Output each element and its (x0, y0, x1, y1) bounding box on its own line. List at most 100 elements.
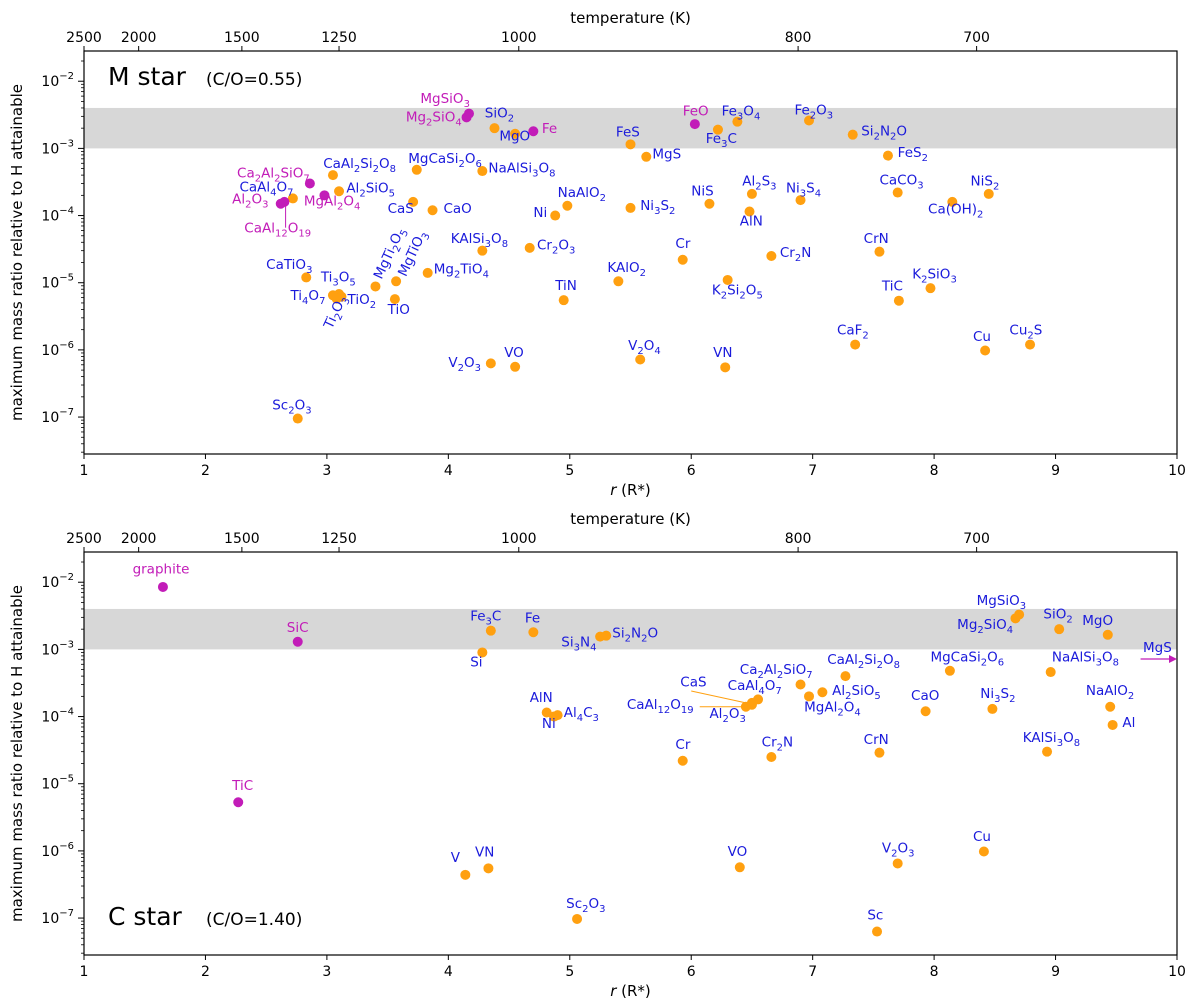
mgs-arrow-head (1169, 654, 1177, 663)
top-tick-label: 1250 (321, 30, 357, 46)
top-tick-label: 2500 (66, 30, 102, 46)
y-tick-label: 10−3 (41, 639, 74, 658)
label-caal12o19: CaAl12O19 (627, 697, 694, 716)
label-cu2s: Cu2S (1009, 322, 1042, 341)
label-ti4o7: Ti4O7 (289, 288, 325, 307)
top-axis-label: temperature (K) (570, 9, 691, 27)
x-tick-label: 1 (80, 463, 89, 479)
label-mgsio3: MgSiO3 (977, 593, 1027, 612)
point-fes2 (882, 150, 893, 161)
top-tick-label: 700 (963, 531, 990, 547)
point-fe (528, 627, 539, 638)
label-al2sio5: Al2SiO5 (832, 683, 881, 702)
label-cao: CaO (443, 201, 471, 217)
point-sio2 (1054, 624, 1065, 635)
label-ni3s2: Ni3S2 (980, 686, 1015, 705)
point-nis (704, 198, 715, 209)
label-naalsi3o8: NaAlSi3O8 (488, 160, 555, 179)
label-cr2o3: Cr2O3 (537, 238, 575, 257)
top-tick-label: 800 (785, 531, 812, 547)
label-cr: Cr (675, 236, 690, 252)
x-tick-label: 8 (930, 964, 939, 980)
label-ti2o3: Ti2O3 (320, 293, 352, 334)
point-vo (510, 361, 521, 372)
label-cu: Cu (973, 829, 991, 845)
x-axis-label: r (R*) (610, 982, 651, 1000)
label-sc2o3: Sc2O3 (272, 397, 311, 416)
panel-title: M star (108, 62, 187, 91)
point-v (460, 869, 471, 880)
top-tick-label: 1500 (224, 531, 260, 547)
label-vo: VO (504, 345, 524, 361)
label-sc2o3: Sc2O3 (566, 896, 605, 915)
top-axis-label: temperature (K) (570, 510, 691, 528)
point-al (1107, 719, 1118, 730)
label-kalsi3o8: KAlSi3O8 (1023, 730, 1080, 749)
label-tic: TiC (231, 778, 253, 794)
point-kalsi3o8 (477, 245, 488, 256)
point-crn (874, 747, 885, 758)
point-crn (874, 246, 885, 257)
label-ni: Ni (542, 716, 556, 732)
label-kalsi3o8: KAlSi3O8 (451, 231, 508, 250)
point-cu2s (1025, 339, 1036, 350)
top-tick-label: 2000 (121, 30, 157, 46)
point-fe (528, 126, 539, 137)
label-v2o3: V2O3 (448, 355, 481, 374)
plot-frame (83, 50, 1178, 455)
label-caal2si2o8: CaAl2Si2O8 (827, 652, 900, 671)
point-si2n2o (601, 630, 612, 641)
label-graphite: graphite (133, 561, 190, 577)
label-ca2al2sio7: Ca2Al2SiO7 (740, 662, 813, 681)
point-mgcasi2o6 (411, 164, 422, 175)
label-caal4o7: CaAl4O7 (728, 678, 782, 697)
top-tick-label: 1500 (224, 30, 260, 46)
point-sio2 (489, 123, 500, 134)
panel-title: C star (108, 902, 183, 931)
label-si2n2o: Si2N2O (612, 626, 658, 645)
label-fes: FeS (616, 125, 640, 141)
label-al: Al (1122, 715, 1135, 731)
point-naalo2 (1105, 701, 1116, 712)
y-axis-label: maximum mass ratio relative to H attaina… (8, 585, 26, 922)
label-mgs: MgS (652, 146, 681, 162)
label-naalo2: NaAlO2 (1086, 683, 1134, 702)
label-catio3: CaTiO3 (266, 257, 312, 276)
label-v2o4: V2O4 (628, 338, 661, 357)
y-tick-label: 10−7 (41, 407, 74, 426)
x-tick-label: 4 (444, 463, 453, 479)
y-tick-label: 10−4 (41, 707, 74, 726)
point-vn (720, 362, 731, 373)
panel-c-star: 1 2 3 4 5 6 7 8 9 10 2500 2000 1500 1250 1000 800 700 10−… (8, 510, 1186, 1000)
top-tick-label: 1250 (321, 531, 357, 547)
x-tick-label: 6 (687, 463, 696, 479)
leader-line (691, 690, 746, 704)
point-naalo2 (562, 200, 573, 211)
x-tick-label: 2 (201, 463, 210, 479)
point-nis2 (983, 188, 994, 199)
panel-subtitle: (C/O=0.55) (206, 70, 302, 90)
point-k2sio3 (925, 283, 936, 294)
label-caal12o19: CaAl12O19 (244, 220, 311, 239)
point-sc2o3 (292, 413, 303, 424)
point-ca2al2sio7 (795, 679, 806, 690)
label-ni: Ni (533, 205, 547, 221)
label-caf2: CaF2 (837, 322, 869, 341)
y-tick-label: 10−2 (41, 572, 74, 591)
point-fe3c (485, 625, 496, 636)
top-tick-label: 1000 (501, 30, 537, 46)
x-tick-label: 1 (80, 964, 89, 980)
point-sc2o3 (572, 913, 583, 924)
label-k2si2o5: K2Si2O5 (712, 282, 763, 301)
point-caal12o19 (279, 196, 290, 207)
label-vn: VN (475, 844, 494, 860)
point-ni3s4 (795, 195, 806, 206)
x-tick-label: 2 (201, 964, 210, 980)
label-tio2: TiO2 (347, 292, 377, 311)
label-mgo: MgO (499, 129, 530, 145)
label-aln: AlN (530, 690, 553, 706)
panel-m-star: 1 2 3 4 5 6 7 8 9 10 2500 2000 1500 1250 1000 800 700 10−… (8, 9, 1186, 499)
point-al2sio5 (817, 687, 828, 698)
label-cas: CaS (680, 675, 706, 691)
point-aln (744, 206, 755, 217)
